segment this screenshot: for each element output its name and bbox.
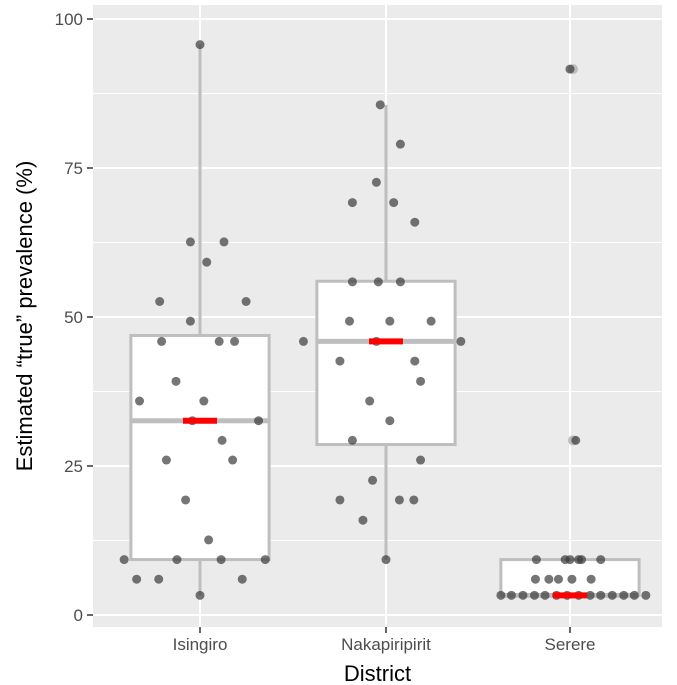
data-point bbox=[254, 416, 264, 426]
data-point bbox=[172, 555, 182, 565]
x-axis-title: District bbox=[344, 661, 411, 685]
data-point bbox=[347, 198, 357, 208]
data-point bbox=[416, 455, 426, 465]
data-point bbox=[365, 396, 375, 406]
data-point bbox=[577, 555, 587, 565]
data-point bbox=[540, 590, 550, 600]
data-point bbox=[506, 590, 516, 600]
data-point bbox=[335, 495, 345, 505]
data-point bbox=[199, 396, 209, 406]
data-point bbox=[416, 376, 426, 386]
data-point bbox=[395, 277, 405, 287]
mean-markers bbox=[183, 338, 587, 599]
data-point bbox=[358, 515, 368, 525]
data-point bbox=[185, 237, 195, 247]
data-point bbox=[230, 336, 240, 346]
data-point bbox=[241, 297, 251, 307]
iqr-box bbox=[129, 333, 271, 562]
data-point bbox=[529, 590, 539, 600]
data-point bbox=[371, 177, 381, 187]
data-point bbox=[155, 297, 165, 307]
data-point bbox=[395, 139, 405, 149]
data-point bbox=[518, 590, 528, 600]
data-point bbox=[154, 574, 164, 584]
data-point bbox=[553, 574, 563, 584]
data-point bbox=[202, 257, 212, 267]
data-point bbox=[426, 316, 436, 326]
y-tick-label: 50 bbox=[64, 308, 83, 327]
data-point bbox=[368, 475, 378, 485]
data-point bbox=[219, 237, 229, 247]
data-point bbox=[335, 356, 345, 366]
data-point bbox=[381, 555, 391, 565]
data-point bbox=[214, 336, 224, 346]
data-point bbox=[385, 316, 395, 326]
data-point bbox=[195, 40, 205, 50]
data-point bbox=[571, 435, 581, 445]
x-tick-label: Isingiro bbox=[173, 635, 228, 654]
data-point bbox=[629, 590, 639, 600]
data-point bbox=[641, 590, 651, 600]
data-point bbox=[410, 356, 420, 366]
data-point bbox=[596, 590, 606, 600]
data-point bbox=[181, 495, 191, 505]
data-point bbox=[596, 555, 606, 565]
x-tick-label: Nakapiripirit bbox=[341, 635, 431, 654]
data-point bbox=[237, 574, 247, 584]
data-point bbox=[157, 336, 167, 346]
data-point bbox=[347, 277, 357, 287]
data-point bbox=[567, 574, 577, 584]
data-point bbox=[171, 376, 181, 386]
y-tick-label: 0 bbox=[74, 606, 83, 625]
data-point bbox=[496, 590, 506, 600]
data-point bbox=[565, 64, 575, 74]
data-point bbox=[161, 455, 171, 465]
data-point bbox=[410, 217, 420, 227]
data-point bbox=[216, 555, 226, 565]
data-point bbox=[217, 435, 227, 445]
data-point bbox=[585, 590, 595, 600]
data-point bbox=[260, 555, 270, 565]
data-point bbox=[409, 495, 419, 505]
axes: 0 25 50 75 100 Isingiro Nakapiripirit Serere bbox=[55, 10, 596, 654]
data-point bbox=[530, 574, 540, 584]
data-point bbox=[195, 590, 205, 600]
data-point bbox=[373, 277, 383, 287]
data-point bbox=[456, 336, 466, 346]
data-point bbox=[394, 495, 404, 505]
y-axis-title: Estimated “true” prevalence (%) bbox=[12, 161, 37, 472]
data-point bbox=[135, 396, 145, 406]
data-point bbox=[185, 316, 195, 326]
x-tick-label: Serere bbox=[544, 635, 595, 654]
data-point bbox=[544, 574, 554, 584]
data-point bbox=[132, 574, 142, 584]
data-point bbox=[347, 435, 357, 445]
data-point bbox=[345, 316, 355, 326]
data-point bbox=[375, 100, 385, 110]
data-point bbox=[389, 198, 399, 208]
data-point bbox=[298, 336, 308, 346]
data-point bbox=[586, 574, 596, 584]
data-point bbox=[607, 590, 617, 600]
y-tick-label: 100 bbox=[55, 10, 83, 29]
data-point bbox=[531, 555, 541, 565]
data-point bbox=[565, 555, 575, 565]
data-point bbox=[385, 416, 395, 426]
data-point bbox=[204, 535, 214, 545]
y-tick-label: 25 bbox=[64, 457, 83, 476]
data-point bbox=[619, 590, 629, 600]
y-tick-label: 75 bbox=[64, 159, 83, 178]
data-points bbox=[119, 40, 651, 600]
data-point bbox=[228, 455, 238, 465]
data-point bbox=[119, 555, 129, 565]
